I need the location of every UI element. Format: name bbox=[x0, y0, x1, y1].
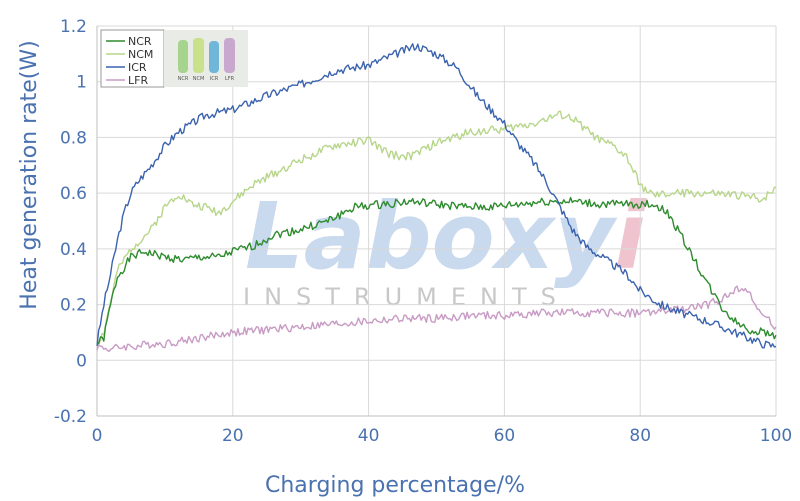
battery-photo-background bbox=[164, 30, 248, 87]
y-tick-label-4: 0.4 bbox=[60, 240, 87, 260]
axes bbox=[96, 26, 776, 417]
legend-label-icr: ICR bbox=[128, 61, 147, 74]
y-tick-label-3: 0.6 bbox=[60, 184, 87, 204]
x-axis-label: Charging percentage/% bbox=[265, 473, 525, 498]
battery-photo-label-icr: ICR bbox=[210, 76, 219, 82]
legend-label-ncr: NCR bbox=[128, 35, 152, 48]
watermark-subtitle: INSTRUMENTS bbox=[243, 283, 570, 311]
y-tick-label-6: 0 bbox=[76, 351, 87, 371]
y-tick-label-1: 1 bbox=[76, 73, 87, 93]
battery-lfr-shape bbox=[224, 38, 235, 73]
x-tick-label-0: 0 bbox=[92, 426, 103, 446]
x-tick-label-1: 20 bbox=[222, 426, 244, 446]
y-tick-label-2: 0.8 bbox=[60, 128, 87, 148]
battery-photo-label-lfr: LFR bbox=[225, 76, 235, 82]
battery-photo-label-ncm: NCM bbox=[193, 76, 205, 82]
y-tick-label-7: -0.2 bbox=[54, 407, 87, 427]
legend-label-lfr: LFR bbox=[128, 74, 148, 87]
series-line-ncm bbox=[96, 110, 777, 346]
series-line-ncr bbox=[96, 196, 777, 345]
legend-box bbox=[100, 29, 165, 88]
y-tick-label-5: 0.2 bbox=[60, 296, 87, 316]
series-line-lfr bbox=[96, 285, 777, 353]
series-layer bbox=[96, 43, 777, 353]
watermark-logo: Laboxyi bbox=[245, 183, 647, 290]
battery-photo: NCR NCM ICR LFR bbox=[164, 30, 248, 87]
y-tick-label-0: 1.2 bbox=[60, 17, 87, 37]
battery-icr-shape bbox=[209, 41, 219, 73]
legend-label-ncm: NCM bbox=[128, 48, 153, 61]
y-axis-label: Heat generation rate(W) bbox=[17, 40, 42, 309]
battery-photo-label-ncr: NCR bbox=[178, 76, 189, 82]
battery-ncm-shape bbox=[193, 38, 204, 73]
x-tick-label-4: 80 bbox=[629, 426, 651, 446]
x-tick-label-5: 100 bbox=[760, 426, 792, 446]
x-tick-label-2: 40 bbox=[358, 426, 380, 446]
x-tick-label-3: 60 bbox=[494, 426, 516, 446]
series-line-icr bbox=[96, 43, 777, 349]
battery-ncr-shape bbox=[178, 40, 188, 73]
